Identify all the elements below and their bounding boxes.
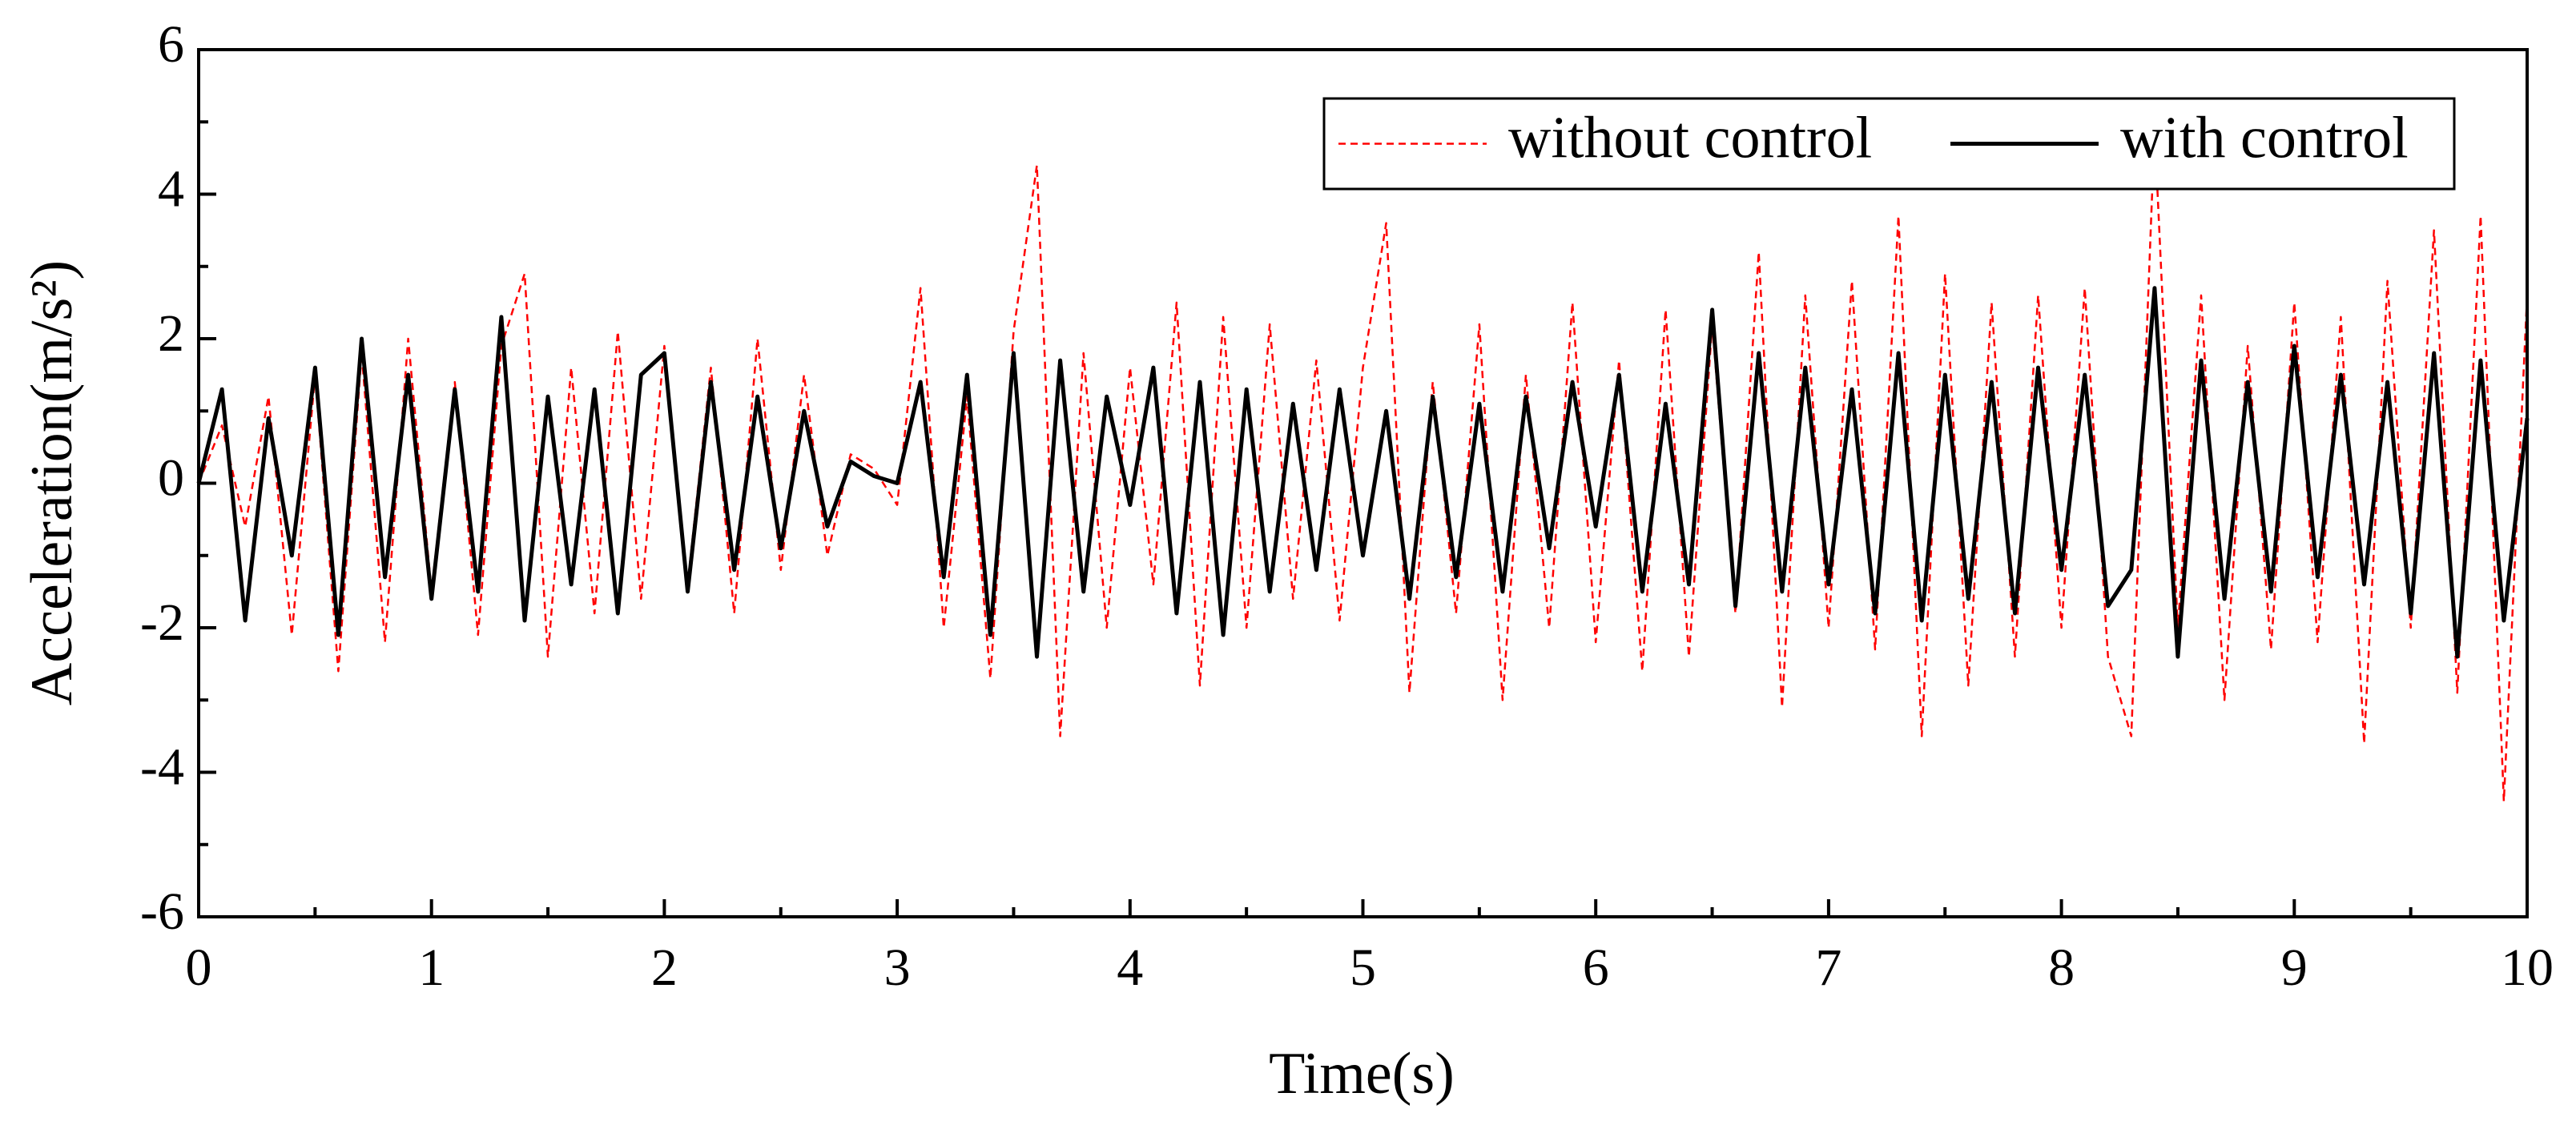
legend-box (1322, 97, 2456, 191)
y-tick-label: -6 (140, 882, 184, 941)
x-tick-label: 1 (418, 938, 445, 997)
legend-label: without control (1508, 105, 1872, 171)
y-tick-label: 2 (158, 304, 184, 363)
x-tick-label: 3 (884, 938, 911, 997)
y-tick-label: 4 (158, 160, 184, 219)
x-tick-label: 9 (2281, 938, 2308, 997)
y-tick-label: -4 (140, 738, 184, 797)
x-tick-label: 6 (1583, 938, 1609, 997)
x-axis-title: Time(s) (1269, 1041, 1455, 1107)
legend: without control with control (1322, 97, 2456, 191)
y-tick-label: -2 (140, 593, 184, 652)
legend-label: with control (2120, 105, 2409, 171)
x-tick-label: 7 (1815, 938, 1841, 997)
series-line (197, 128, 2529, 802)
series-line (196, 286, 2530, 659)
y-tick-label: 6 (158, 15, 184, 74)
x-tick-label: 2 (651, 938, 678, 997)
x-tick-label: 10 (2501, 938, 2554, 997)
y-axis-title: Acceleration(m/s²) (19, 260, 85, 705)
x-tick-label: 4 (1117, 938, 1143, 997)
x-tick-label: 0 (186, 938, 212, 997)
y-tick-label: 0 (158, 449, 184, 508)
x-tick-label: 8 (2048, 938, 2075, 997)
x-tick-label: 5 (1350, 938, 1376, 997)
